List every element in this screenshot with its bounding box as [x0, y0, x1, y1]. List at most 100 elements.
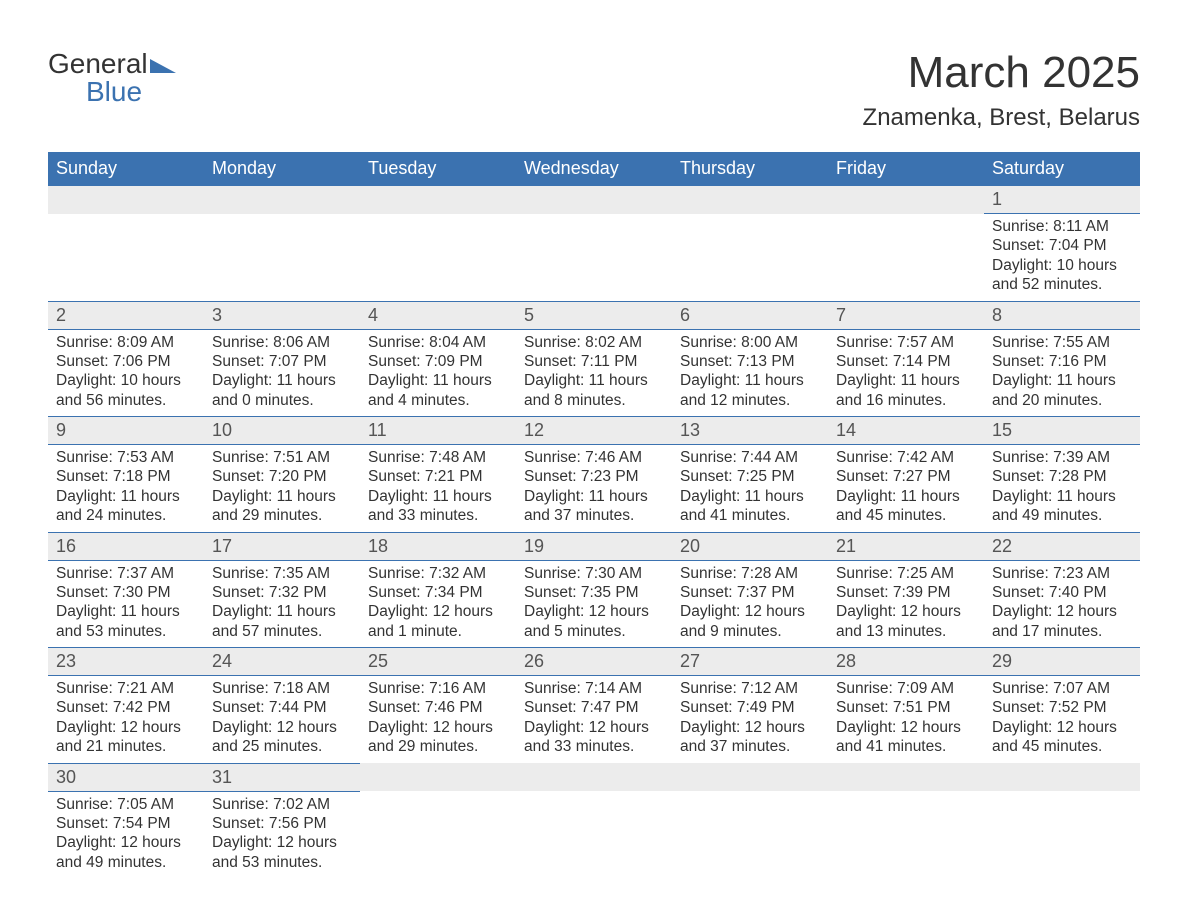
day-number: 6 — [672, 302, 828, 329]
day-sunrise: Sunrise: 7:16 AM — [368, 679, 508, 698]
week-details-row: Sunrise: 7:05 AMSunset: 7:54 PMDaylight:… — [48, 791, 1140, 878]
day-day1: Daylight: 11 hours — [524, 371, 664, 390]
day-day1: Daylight: 12 hours — [992, 602, 1132, 621]
day-sunset: Sunset: 7:39 PM — [836, 583, 976, 602]
week-details-row: Sunrise: 7:21 AMSunset: 7:42 PMDaylight:… — [48, 676, 1140, 764]
day-number-cell: 24 — [204, 648, 360, 676]
day-sunrise: Sunrise: 7:05 AM — [56, 795, 196, 814]
day-number-cell: 30 — [48, 763, 204, 791]
day-details-cell: Sunrise: 7:30 AMSunset: 7:35 PMDaylight:… — [516, 560, 672, 648]
day-details-cell — [516, 214, 672, 302]
week-details-row: Sunrise: 8:11 AMSunset: 7:04 PMDaylight:… — [48, 214, 1140, 302]
day-number: 3 — [204, 302, 360, 329]
day-number-cell: 3 — [204, 301, 360, 329]
day-number: 17 — [204, 533, 360, 560]
day-sunrise: Sunrise: 7:53 AM — [56, 448, 196, 467]
day-sunset: Sunset: 7:52 PM — [992, 698, 1132, 717]
day-day1: Daylight: 11 hours — [56, 602, 196, 621]
day-day1: Daylight: 11 hours — [524, 487, 664, 506]
day-day1: Daylight: 12 hours — [212, 718, 352, 737]
day-details-cell — [360, 791, 516, 878]
day-day1: Daylight: 11 hours — [368, 371, 508, 390]
day-number-cell — [828, 763, 984, 791]
day-day1: Daylight: 11 hours — [212, 602, 352, 621]
day-details-cell: Sunrise: 7:48 AMSunset: 7:21 PMDaylight:… — [360, 445, 516, 533]
day-number: 25 — [360, 648, 516, 675]
day-number-cell: 22 — [984, 532, 1140, 560]
day-number: 19 — [516, 533, 672, 560]
day-sunrise: Sunrise: 7:12 AM — [680, 679, 820, 698]
day-number-cell: 15 — [984, 417, 1140, 445]
day-sunset: Sunset: 7:46 PM — [368, 698, 508, 717]
day-sunset: Sunset: 7:49 PM — [680, 698, 820, 717]
day-day2: and 41 minutes. — [680, 506, 820, 525]
day-number-cell: 18 — [360, 532, 516, 560]
day-number: 16 — [48, 533, 204, 560]
day-number-cell — [672, 763, 828, 791]
day-number: 14 — [828, 417, 984, 444]
day-day2: and 4 minutes. — [368, 391, 508, 410]
day-number-cell: 7 — [828, 301, 984, 329]
day-details-cell: Sunrise: 8:06 AMSunset: 7:07 PMDaylight:… — [204, 329, 360, 417]
day-day2: and 9 minutes. — [680, 622, 820, 641]
day-number: 11 — [360, 417, 516, 444]
week-daynum-row: 3031 — [48, 763, 1140, 791]
day-number-cell: 10 — [204, 417, 360, 445]
day-sunrise: Sunrise: 8:02 AM — [524, 333, 664, 352]
day-day2: and 33 minutes. — [524, 737, 664, 756]
day-day2: and 52 minutes. — [992, 275, 1132, 294]
day-sunset: Sunset: 7:32 PM — [212, 583, 352, 602]
day-day1: Daylight: 11 hours — [836, 371, 976, 390]
day-sunset: Sunset: 7:14 PM — [836, 352, 976, 371]
day-day2: and 53 minutes. — [56, 622, 196, 641]
day-sunset: Sunset: 7:34 PM — [368, 583, 508, 602]
day-sunrise: Sunrise: 7:09 AM — [836, 679, 976, 698]
day-details-cell — [672, 791, 828, 878]
day-details-cell — [204, 214, 360, 302]
day-day1: Daylight: 12 hours — [56, 718, 196, 737]
day-number-cell — [828, 186, 984, 214]
day-day1: Daylight: 12 hours — [836, 718, 976, 737]
day-details-cell: Sunrise: 7:23 AMSunset: 7:40 PMDaylight:… — [984, 560, 1140, 648]
title-block: March 2025 Znamenka, Brest, Belarus — [863, 48, 1140, 132]
day-sunset: Sunset: 7:21 PM — [368, 467, 508, 486]
day-number: 10 — [204, 417, 360, 444]
day-number-cell — [48, 186, 204, 214]
day-details-cell — [516, 791, 672, 878]
day-number-cell: 13 — [672, 417, 828, 445]
day-number-cell — [204, 186, 360, 214]
weekday-header-row: Sunday Monday Tuesday Wednesday Thursday… — [48, 152, 1140, 186]
week-details-row: Sunrise: 7:53 AMSunset: 7:18 PMDaylight:… — [48, 445, 1140, 533]
day-details-cell: Sunrise: 7:18 AMSunset: 7:44 PMDaylight:… — [204, 676, 360, 764]
day-day1: Daylight: 12 hours — [368, 718, 508, 737]
page: General Blue March 2025 Znamenka, Brest,… — [0, 0, 1188, 878]
day-sunrise: Sunrise: 7:46 AM — [524, 448, 664, 467]
day-sunrise: Sunrise: 8:04 AM — [368, 333, 508, 352]
day-sunset: Sunset: 7:54 PM — [56, 814, 196, 833]
day-details-cell: Sunrise: 7:05 AMSunset: 7:54 PMDaylight:… — [48, 791, 204, 878]
day-number-cell: 17 — [204, 532, 360, 560]
day-number: 1 — [984, 186, 1140, 213]
day-number-cell — [516, 763, 672, 791]
day-details-cell — [828, 791, 984, 878]
day-number-cell: 4 — [360, 301, 516, 329]
day-number: 30 — [48, 764, 204, 791]
day-day2: and 13 minutes. — [836, 622, 976, 641]
day-sunrise: Sunrise: 7:23 AM — [992, 564, 1132, 583]
day-details-cell: Sunrise: 8:11 AMSunset: 7:04 PMDaylight:… — [984, 214, 1140, 302]
day-details-cell: Sunrise: 7:35 AMSunset: 7:32 PMDaylight:… — [204, 560, 360, 648]
day-number: 2 — [48, 302, 204, 329]
day-number-cell: 27 — [672, 648, 828, 676]
day-number-cell — [672, 186, 828, 214]
weekday-friday: Friday — [828, 152, 984, 186]
day-number-cell: 26 — [516, 648, 672, 676]
day-day2: and 37 minutes. — [524, 506, 664, 525]
day-sunrise: Sunrise: 8:00 AM — [680, 333, 820, 352]
day-details-cell: Sunrise: 7:46 AMSunset: 7:23 PMDaylight:… — [516, 445, 672, 533]
day-details-cell — [360, 214, 516, 302]
day-details-cell — [984, 791, 1140, 878]
day-number-cell — [984, 763, 1140, 791]
page-title: March 2025 — [863, 48, 1140, 98]
day-sunrise: Sunrise: 7:02 AM — [212, 795, 352, 814]
day-number: 7 — [828, 302, 984, 329]
